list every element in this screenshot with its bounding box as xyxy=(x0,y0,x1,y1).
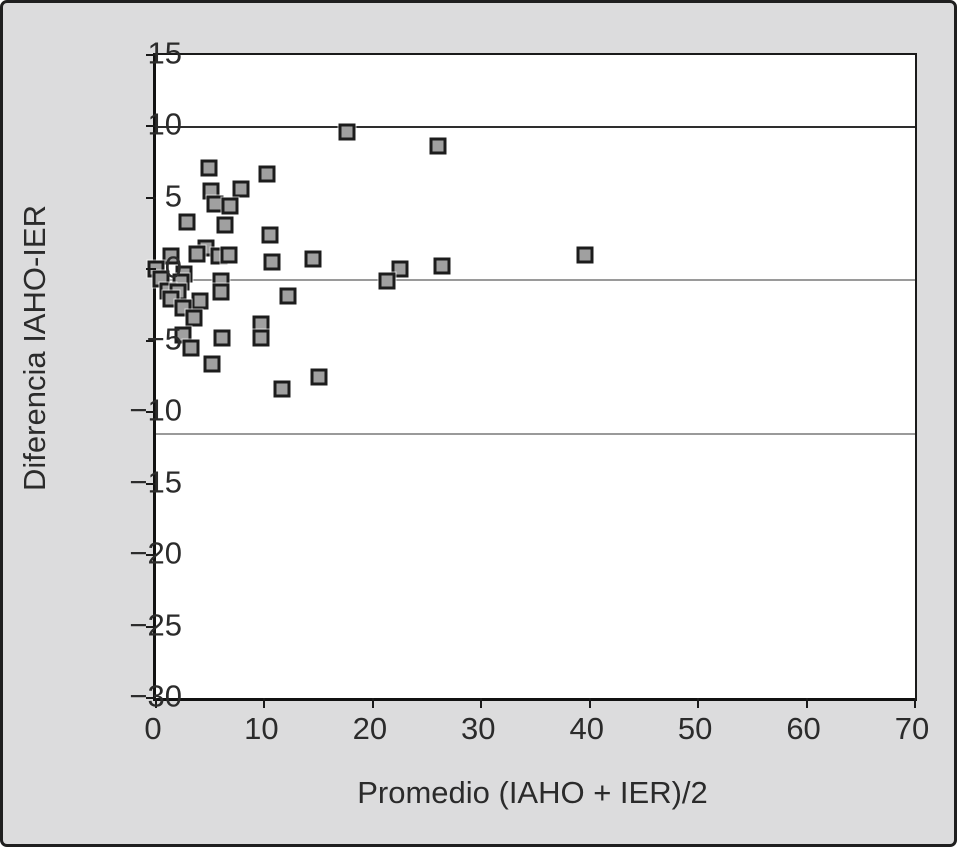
data-point-marker xyxy=(304,250,322,268)
plot-area xyxy=(146,53,917,708)
y-tick-label: −30 xyxy=(129,678,182,714)
data-point-marker xyxy=(220,246,238,264)
data-point-marker xyxy=(273,380,291,398)
data-point-marker xyxy=(182,339,200,357)
data-point-marker xyxy=(429,137,447,155)
y-axis-tick xyxy=(146,125,156,128)
x-tick-label: 50 xyxy=(677,711,713,746)
x-axis-title: Promedio (IAHO + IER)/2 xyxy=(357,775,708,810)
data-point-marker xyxy=(378,272,396,290)
y-axis-tick xyxy=(146,54,156,56)
data-point-marker xyxy=(188,245,206,263)
y-axis-tick xyxy=(146,196,156,199)
y-tick-label: 10 xyxy=(147,106,182,142)
y-axis-tick xyxy=(146,339,156,342)
y-axis-tick xyxy=(146,411,156,414)
y-axis-tick xyxy=(146,697,156,699)
x-axis-tick xyxy=(263,698,266,708)
lower-limit-of-agreement-line xyxy=(156,432,915,435)
x-tick-label: 70 xyxy=(894,711,930,746)
y-tick-label: 5 xyxy=(164,178,182,214)
data-point-marker xyxy=(279,287,297,305)
y-tick-label: −5 xyxy=(146,321,182,357)
y-tick-label: 0 xyxy=(164,249,182,285)
y-axis-tick xyxy=(146,482,156,485)
data-point-marker xyxy=(232,180,250,198)
data-point-marker xyxy=(576,246,594,264)
data-point-marker xyxy=(221,197,239,215)
y-tick-label: −20 xyxy=(129,535,182,571)
y-tick-label: −15 xyxy=(129,464,182,500)
data-point-marker xyxy=(212,283,230,301)
x-tick-label: 60 xyxy=(786,711,821,746)
x-axis-tick xyxy=(480,698,483,708)
x-axis-tick xyxy=(371,698,374,708)
data-point-marker xyxy=(261,226,279,244)
y-axis-title: Diferencia IAHO-IER xyxy=(17,205,52,491)
y-tick-label: −25 xyxy=(129,607,182,643)
x-tick-label: 40 xyxy=(569,711,604,746)
data-point-marker xyxy=(213,329,231,347)
x-axis-tick xyxy=(155,698,157,708)
data-point-marker xyxy=(185,309,203,327)
data-point-marker xyxy=(216,216,234,234)
y-tick-label: 15 xyxy=(147,35,182,71)
y-tick-label: −10 xyxy=(129,392,182,428)
y-axis-tick xyxy=(146,554,156,557)
x-axis-tick xyxy=(697,698,700,708)
data-point-marker xyxy=(433,257,451,275)
x-tick-label: 10 xyxy=(244,711,279,746)
data-point-marker xyxy=(191,292,209,310)
data-point-marker xyxy=(200,159,218,177)
data-point-marker xyxy=(263,253,281,271)
mean-difference-line xyxy=(156,278,915,281)
data-point-marker xyxy=(391,260,409,278)
x-axis-tick xyxy=(805,698,808,708)
y-axis-tick xyxy=(146,268,156,271)
x-tick-label: 30 xyxy=(461,711,496,746)
data-point-marker xyxy=(162,247,180,265)
data-point-marker xyxy=(252,329,270,347)
data-point-marker xyxy=(338,123,356,141)
data-point-marker xyxy=(203,355,221,373)
data-point-marker xyxy=(178,213,196,231)
x-tick-label: 20 xyxy=(352,711,388,746)
x-axis-tick xyxy=(588,698,591,708)
y-axis-tick xyxy=(146,625,156,628)
x-tick-label: 0 xyxy=(144,711,162,746)
x-axis-tick xyxy=(914,698,916,708)
data-point-marker xyxy=(310,368,328,385)
data-point-marker xyxy=(258,165,276,183)
upper-limit-of-agreement-line xyxy=(156,126,915,129)
